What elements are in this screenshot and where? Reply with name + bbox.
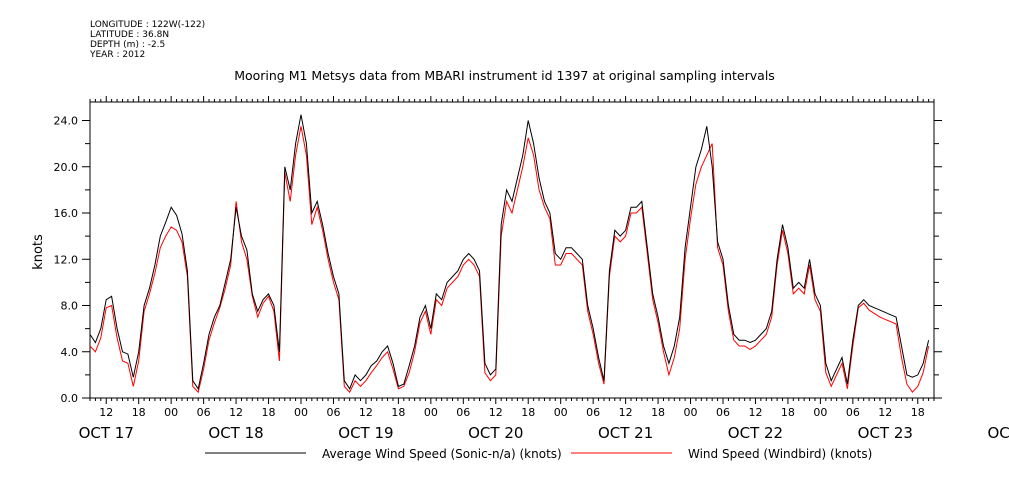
x-day-label: OCT 19 <box>338 424 393 442</box>
x-day-label: OCT 21 <box>598 424 653 442</box>
x-tick-label: 00 <box>684 406 698 419</box>
x-day-label: OCT 17 <box>79 424 134 442</box>
y-tick-label: 20.0 <box>54 161 79 174</box>
y-tick-label: 12.0 <box>54 253 79 266</box>
x-tick-label: 06 <box>456 406 470 419</box>
x-tick-label: 18 <box>781 406 795 419</box>
y-tick-label: 16.0 <box>54 207 79 220</box>
plot-frame <box>89 101 935 399</box>
x-tick-label: 18 <box>262 406 276 419</box>
x-tick-label: 18 <box>132 406 146 419</box>
x-day-label: OCT 20 <box>468 424 523 442</box>
x-tick-label: 06 <box>586 406 600 419</box>
x-tick-label: 00 <box>424 406 438 419</box>
x-tick-label: 18 <box>651 406 665 419</box>
metadata-block: LONGITUDE : 122W(-122) LATITUDE : 36.8N … <box>90 20 205 60</box>
x-day-label: OCT 22 <box>728 424 783 442</box>
x-tick-label: 06 <box>846 406 860 419</box>
x-day-label: OCT 23 <box>858 424 913 442</box>
x-tick-label: 18 <box>391 406 405 419</box>
x-tick-label: 18 <box>521 406 535 419</box>
series-line-average-wind-speed <box>89 114 930 391</box>
x-tick-label: 12 <box>878 406 892 419</box>
x-tick-label: 12 <box>229 406 243 419</box>
x-tick-label: 12 <box>748 406 762 419</box>
x-tick-label: 12 <box>489 406 503 419</box>
x-tick-label: 00 <box>164 406 178 419</box>
y-tick-label: 4.0 <box>61 346 79 359</box>
x-tick-label: 06 <box>716 406 730 419</box>
chart-title: Mooring M1 Metsys data from MBARI instru… <box>234 68 775 83</box>
series-line-windbird-wind-speed <box>89 126 930 394</box>
y-tick-label: 24.0 <box>54 115 79 128</box>
legend-label-average: Average Wind Speed (Sonic-n/a) (knots) <box>322 447 562 461</box>
x-day-label: OCT 18 <box>208 424 263 442</box>
x-tick-label: 00 <box>294 406 308 419</box>
y-axis-label: knots <box>31 234 46 270</box>
x-tick-label: 06 <box>197 406 211 419</box>
x-tick-label: 00 <box>813 406 827 419</box>
legend: Average Wind Speed (Sonic-n/a) (knots) W… <box>205 447 872 461</box>
x-tick-label: 12 <box>99 406 113 419</box>
longitude-label: LONGITUDE : 122W(-122) <box>90 20 206 30</box>
x-day-label: OCT 24 <box>987 424 1009 442</box>
depth-label: DEPTH (m) : -2.5 <box>90 40 166 50</box>
x-tick-label: 00 <box>554 406 568 419</box>
legend-label-windbird: Wind Speed (Windbird) (knots) <box>688 447 872 461</box>
y-tick-label: 8.0 <box>61 300 79 313</box>
x-tick-label: 12 <box>619 406 633 419</box>
latitude-label: LATITUDE : 36.8N <box>90 30 170 40</box>
y-tick-label: 0.0 <box>61 392 79 405</box>
x-tick-label: 12 <box>359 406 373 419</box>
year-label: YEAR : 2012 <box>90 50 146 60</box>
x-tick-label: 06 <box>326 406 340 419</box>
x-tick-label: 18 <box>911 406 925 419</box>
